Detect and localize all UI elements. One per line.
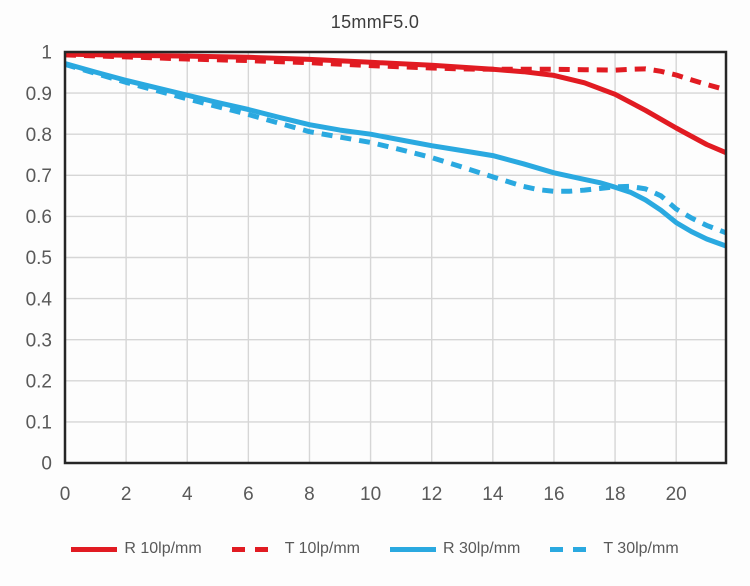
legend-label: T 30lp/mm (603, 540, 679, 557)
chart-legend: R 10lp/mm T 10lp/mm R 30lp/mm T 30lp/mm (0, 540, 750, 558)
series-r-30lp-mm (64, 61, 727, 249)
dashed-line-swatch (550, 546, 597, 552)
x-tick-label: 12 (421, 484, 442, 505)
legend-label: T 10lp/mm (284, 540, 360, 557)
solid-line-swatch (390, 546, 436, 552)
legend-item-r-30lp-mm: R 30lp/mm (390, 540, 520, 558)
y-tick-label: 0.1 (26, 413, 52, 434)
series-t-10lp-mm (64, 52, 727, 93)
legend-item-t-30lp-mm: T 30lp/mm (550, 540, 679, 558)
legend-label: R 30lp/mm (443, 540, 521, 557)
y-tick-label: 0.9 (26, 84, 52, 105)
x-tick-label: 20 (666, 484, 687, 505)
x-tick-label: 8 (304, 484, 315, 505)
y-tick-label: 0.7 (26, 166, 52, 187)
x-tick-label: 0 (60, 484, 71, 505)
legend-item-t-10lp-mm: T 10lp/mm (231, 540, 360, 558)
legend-item-r-10lp-mm: R 10lp/mm (71, 540, 202, 558)
x-tick-label: 10 (360, 484, 381, 505)
y-tick-label: 0.8 (26, 125, 52, 146)
plot-frame (63, 50, 728, 465)
x-tick-label: 14 (482, 484, 504, 505)
chart-title: 15mmF5.0 (330, 12, 420, 32)
x-tick-label: 2 (121, 484, 132, 505)
y-tick-label: 0.5 (26, 248, 52, 269)
solid-line-swatch (71, 546, 118, 552)
y-tick-label: 0.4 (26, 289, 53, 310)
y-tick-label: 0 (41, 454, 52, 475)
y-tick-label: 0.3 (26, 330, 52, 351)
y-tick-label: 0.6 (26, 207, 52, 228)
x-tick-label: 18 (604, 484, 625, 505)
x-tick-label: 4 (182, 484, 193, 505)
legend-label: R 10lp/mm (124, 540, 202, 557)
x-tick-label: 16 (543, 484, 564, 505)
dashed-line-swatch (231, 546, 278, 552)
y-tick-label: 1 (41, 43, 52, 64)
x-tick-label: 6 (243, 484, 254, 505)
series-t-30lp-mm (64, 61, 727, 236)
y-tick-label: 0.2 (26, 371, 52, 392)
